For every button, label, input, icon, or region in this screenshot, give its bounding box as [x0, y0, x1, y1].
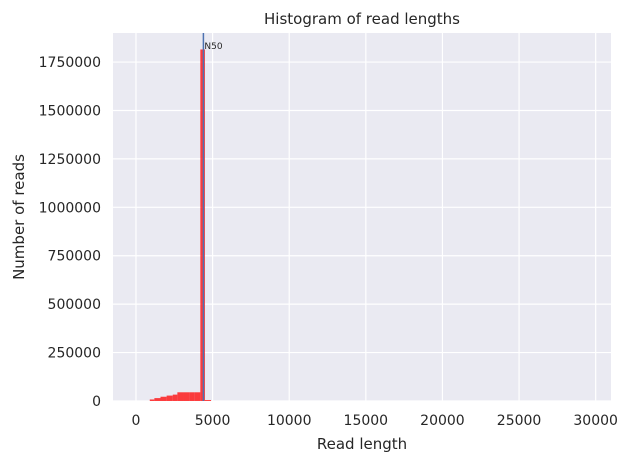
histogram-bar: [166, 395, 173, 401]
y-tick-label: 1250000: [39, 152, 101, 168]
x-tick-label: 5000: [195, 413, 231, 429]
histogram-bar: [189, 392, 195, 401]
histogram-bar: [204, 400, 212, 401]
y-tick-label: 1000000: [39, 200, 101, 216]
y-tick-label: 1500000: [39, 103, 101, 119]
histogram-bar: [194, 392, 201, 401]
x-tick-label: 10000: [267, 413, 312, 429]
histogram-bar: [172, 394, 178, 401]
histogram-bar: [160, 396, 167, 401]
y-tick-label: 250000: [48, 346, 101, 362]
y-axis-label: Number of reads: [10, 154, 28, 280]
y-tick-label: 0: [92, 394, 101, 410]
histogram-bars: [149, 49, 212, 401]
x-tick-label: 20000: [420, 413, 465, 429]
y-tick-label: 750000: [48, 249, 101, 265]
histogram-bar: [177, 392, 184, 401]
y-tick-labels: 0 250000 500000 750000 1000000 1250000 1500000…: [39, 55, 101, 410]
histogram-bar: [154, 398, 161, 401]
histogram-bar: [200, 49, 205, 401]
chart-title: Histogram of read lengths: [264, 10, 460, 28]
n50-marker: N50: [202, 33, 223, 401]
x-tick-label: 15000: [344, 413, 389, 429]
x-tick-label: 0: [132, 413, 141, 429]
x-tick-labels: 0 5000 10000 15000 20000 25000 30000: [132, 413, 618, 429]
histogram-bar: [183, 392, 190, 401]
x-tick-label: 25000: [497, 413, 542, 429]
y-tick-label: 500000: [48, 297, 101, 313]
x-tick-label: 30000: [573, 413, 618, 429]
histogram-bar: [149, 399, 155, 401]
x-axis-label: Read length: [317, 435, 407, 453]
grid-lines: [113, 33, 611, 402]
plot-background: [113, 33, 611, 401]
y-tick-label: 1750000: [39, 55, 101, 71]
n50-label: N50: [204, 42, 222, 52]
